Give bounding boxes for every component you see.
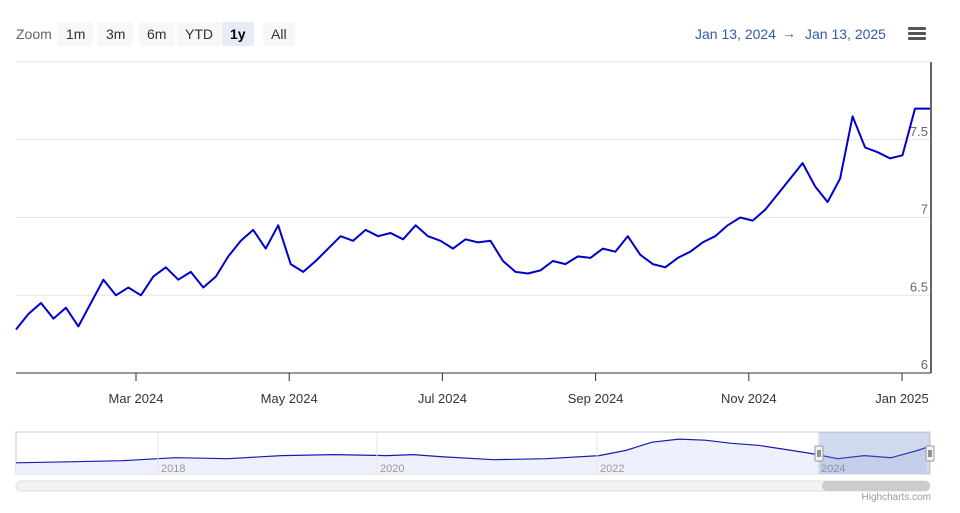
scrollbar-track[interactable] bbox=[15, 480, 931, 492]
range-button-all[interactable]: All bbox=[263, 22, 295, 46]
navigator-tick-label: 2020 bbox=[380, 463, 404, 475]
range-from-date[interactable]: Jan 13, 2024 bbox=[695, 26, 776, 42]
credits-link[interactable]: Highcharts.com bbox=[861, 492, 931, 503]
x-tick-label: Mar 2024 bbox=[109, 391, 164, 406]
zoom-label: Zoom bbox=[16, 26, 52, 42]
navigator-selection-mask bbox=[819, 432, 930, 474]
y-tick-label: 6.5 bbox=[910, 279, 928, 294]
x-tick-label: Jan 2025 bbox=[875, 391, 929, 406]
scrollbar-thumb[interactable] bbox=[822, 481, 930, 491]
hamburger-icon[interactable] bbox=[904, 22, 930, 46]
navigator-series-line bbox=[15, 438, 927, 464]
x-tick-label: Jul 2024 bbox=[418, 391, 467, 406]
y-tick-label: 6 bbox=[921, 357, 928, 372]
navigator-tick-label: 2018 bbox=[161, 463, 185, 475]
range-button-1y[interactable]: 1y bbox=[222, 22, 254, 46]
range-button-3m[interactable]: 3m bbox=[98, 22, 134, 46]
range-button-ytd[interactable]: YTD bbox=[177, 22, 221, 46]
range-button-6m[interactable]: 6m bbox=[139, 22, 175, 46]
range-button-1m[interactable]: 1m bbox=[58, 22, 94, 46]
x-tick-label: May 2024 bbox=[261, 391, 318, 406]
navigator-tick-label: 2024 bbox=[821, 463, 845, 475]
range-selector: Zoom 1m 3m 6m YTD 1y All Jan 13, 2024 → … bbox=[0, 0, 960, 60]
navigator-tick-label: 2022 bbox=[600, 463, 624, 475]
price-series-line bbox=[15, 107, 930, 331]
x-tick-label: Nov 2024 bbox=[721, 391, 777, 406]
y-tick-label: 7.5 bbox=[910, 124, 928, 139]
range-to-date[interactable]: Jan 13, 2025 bbox=[805, 26, 886, 42]
navigator-right-handle[interactable] bbox=[925, 445, 935, 462]
navigator-left-handle[interactable] bbox=[814, 445, 824, 462]
range-arrow: → bbox=[782, 25, 796, 41]
y-tick-label: 7 bbox=[921, 202, 928, 217]
navigator-area bbox=[16, 439, 927, 474]
x-tick-label: Sep 2024 bbox=[568, 391, 624, 406]
